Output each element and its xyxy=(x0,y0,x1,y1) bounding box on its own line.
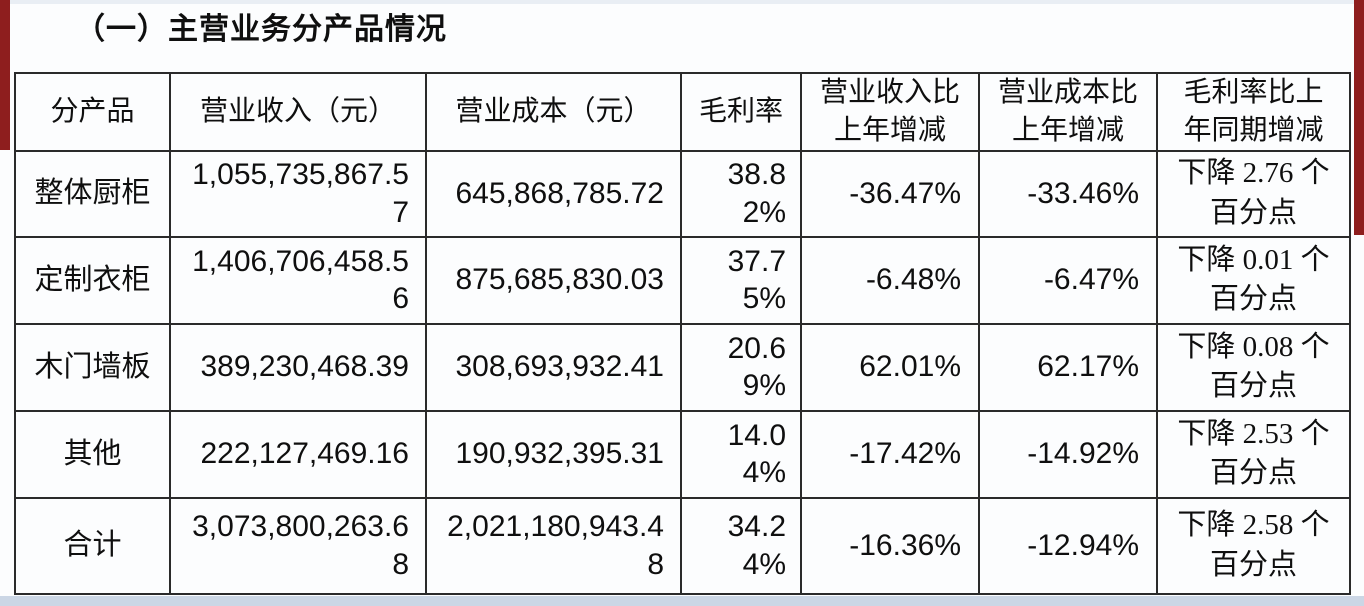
column-header-cost-yoy: 营业成本比 上年增减 xyxy=(978,72,1158,152)
cell-cost: 308,693,932.41 xyxy=(425,322,682,412)
cell-revenue-yoy: -6.48% xyxy=(800,235,980,325)
cell-margin: 20.69% xyxy=(680,322,802,412)
cell-margin: 34.24% xyxy=(680,496,802,595)
cell-cost-yoy: 62.17% xyxy=(978,322,1158,412)
cell-product: 整体厨柜 xyxy=(14,149,171,238)
cell-cost-yoy: -33.46% xyxy=(978,149,1158,238)
cell-revenue: 1,406,706,458.56 xyxy=(169,235,427,325)
cell-margin-yoy: 下降 0.08 个百分点 xyxy=(1156,322,1351,412)
bottom-edge-strip xyxy=(0,596,1364,606)
product-breakdown-table: 分产品 营业收入（元） 营业成本（元） 毛利率 营业收入比 上年增减 营业成本比… xyxy=(14,72,1351,595)
column-header-revenue-yoy: 营业收入比 上年增减 xyxy=(800,72,980,152)
table-row-total: 合计 3,073,800,263.68 2,021,180,943.48 34.… xyxy=(14,496,1351,595)
cell-cost-yoy: -14.92% xyxy=(978,409,1158,499)
cell-margin-yoy: 下降 0.01 个百分点 xyxy=(1156,235,1351,325)
cell-cost: 645,868,785.72 xyxy=(425,149,682,238)
top-edge-strip xyxy=(0,0,1364,4)
cell-revenue: 1,055,735,867.57 xyxy=(169,149,427,238)
column-header-product: 分产品 xyxy=(14,72,171,152)
column-header-cost: 营业成本（元） xyxy=(425,72,682,152)
column-header-margin: 毛利率 xyxy=(680,72,802,152)
cell-revenue-yoy: -36.47% xyxy=(800,149,980,238)
table-row: 整体厨柜 1,055,735,867.57 645,868,785.72 38.… xyxy=(14,149,1351,238)
cell-revenue-yoy: -16.36% xyxy=(800,496,980,595)
cell-margin-yoy: 下降 2.53 个百分点 xyxy=(1156,409,1351,499)
cell-revenue: 389,230,468.39 xyxy=(169,322,427,412)
cell-cost-yoy: -6.47% xyxy=(978,235,1158,325)
cell-product: 其他 xyxy=(14,409,171,499)
cell-product: 木门墙板 xyxy=(14,322,171,412)
cell-revenue: 3,073,800,263.68 xyxy=(169,496,427,595)
cell-revenue-yoy: 62.01% xyxy=(800,322,980,412)
table-row: 其他 222,127,469.16 190,932,395.31 14.04% … xyxy=(14,409,1351,499)
header-row: 分产品 营业收入（元） 营业成本（元） 毛利率 营业收入比 上年增减 营业成本比… xyxy=(14,72,1351,152)
cell-margin: 37.75% xyxy=(680,235,802,325)
cell-product: 合计 xyxy=(14,496,171,595)
cell-cost: 190,932,395.31 xyxy=(425,409,682,499)
cell-margin-yoy: 下降 2.58 个百分点 xyxy=(1156,496,1351,595)
red-edge-bar-right xyxy=(1354,0,1364,235)
cell-margin-yoy: 下降 2.76 个百分点 xyxy=(1156,149,1351,238)
red-edge-bar-left xyxy=(0,0,10,150)
cell-margin: 14.04% xyxy=(680,409,802,499)
cell-cost: 2,021,180,943.48 xyxy=(425,496,682,595)
column-header-revenue: 营业收入（元） xyxy=(169,72,427,152)
cell-cost-yoy: -12.94% xyxy=(978,496,1158,595)
cell-revenue-yoy: -17.42% xyxy=(800,409,980,499)
column-header-margin-yoy: 毛利率比上 年同期增减 xyxy=(1156,72,1351,152)
table-row: 定制衣柜 1,406,706,458.56 875,685,830.03 37.… xyxy=(14,235,1351,325)
cell-revenue: 222,127,469.16 xyxy=(169,409,427,499)
cell-margin: 38.82% xyxy=(680,149,802,238)
table-row: 木门墙板 389,230,468.39 308,693,932.41 20.69… xyxy=(14,322,1351,412)
cell-product: 定制衣柜 xyxy=(14,235,171,325)
cell-cost: 875,685,830.03 xyxy=(425,235,682,325)
section-title: （一）主营业务分产品情况 xyxy=(75,13,447,46)
